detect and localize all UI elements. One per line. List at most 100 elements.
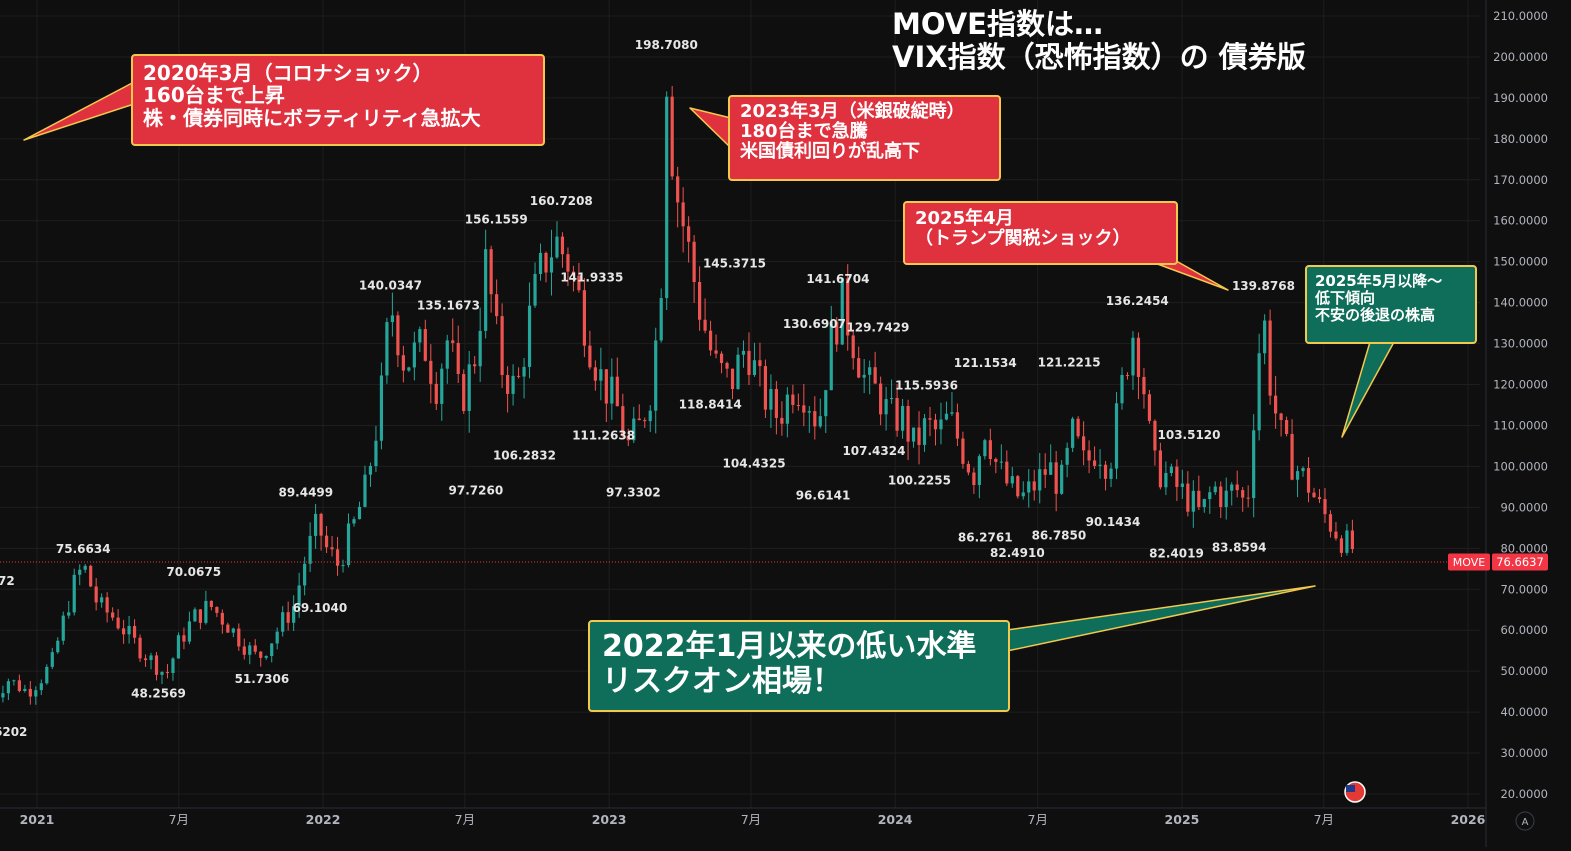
y-tick-label: 160.0000 bbox=[1493, 214, 1548, 228]
candle-body bbox=[335, 549, 340, 566]
callout-covid-line-1: 2020年3月（コロナショック） bbox=[143, 61, 433, 85]
candle-body bbox=[363, 474, 367, 507]
candle-body bbox=[566, 254, 570, 272]
candle-body bbox=[390, 315, 394, 323]
auto-scale-label[interactable]: A bbox=[1522, 817, 1529, 828]
candle-body bbox=[719, 353, 724, 363]
callout-tariff-line-2: （トランプ関税ショック） bbox=[915, 228, 1131, 250]
candle-body bbox=[829, 321, 833, 391]
candle-body bbox=[462, 374, 466, 412]
candle-body bbox=[1016, 476, 1020, 497]
y-tick-label: 210.0000 bbox=[1493, 9, 1548, 23]
point-label: 97.7260 bbox=[449, 484, 504, 498]
candle-body bbox=[900, 406, 905, 431]
candle-body bbox=[955, 412, 960, 439]
candle-body bbox=[983, 440, 987, 457]
point-label: 107.4324 bbox=[842, 444, 905, 458]
candle-body bbox=[758, 360, 762, 367]
candle-body bbox=[456, 342, 460, 375]
candle-body bbox=[330, 547, 334, 550]
x-tick-label: 7月 bbox=[455, 812, 475, 827]
candle-body bbox=[928, 418, 932, 420]
candle-body bbox=[286, 612, 290, 623]
candle-body bbox=[1136, 337, 1141, 377]
candle-body bbox=[527, 305, 532, 367]
candle-body bbox=[1043, 469, 1047, 475]
callout-low-line-2: リスクオン相場！ bbox=[602, 663, 842, 699]
candle-body bbox=[582, 290, 587, 346]
candle-body bbox=[692, 241, 696, 282]
callout-covid-line-2: 160台まで上昇 bbox=[143, 83, 285, 108]
candle-body bbox=[944, 413, 949, 420]
candle-body bbox=[632, 418, 636, 441]
candle-body bbox=[489, 249, 493, 295]
candle-body bbox=[571, 271, 576, 276]
point-label: 136.2454 bbox=[1106, 294, 1169, 308]
candle-body bbox=[495, 294, 499, 317]
candle-body bbox=[1109, 468, 1113, 479]
candle-body bbox=[385, 322, 389, 376]
candle-body bbox=[253, 645, 257, 652]
candle-body bbox=[270, 643, 274, 656]
candle-body bbox=[555, 236, 559, 258]
y-tick-label: 140.0000 bbox=[1493, 296, 1548, 310]
y-tick-label: 90.0000 bbox=[1500, 500, 1548, 514]
candle-body bbox=[401, 355, 405, 371]
candle-body bbox=[857, 358, 861, 378]
candle-body bbox=[725, 362, 729, 369]
point-label: 141.9335 bbox=[560, 271, 623, 285]
callout-tariff-line-1: 2025年4月 bbox=[915, 208, 1014, 229]
candle-body bbox=[1065, 447, 1069, 465]
y-tick-label: 60.0000 bbox=[1500, 623, 1548, 637]
candle-body bbox=[1235, 484, 1239, 491]
candle-body bbox=[1268, 320, 1272, 396]
candle-body bbox=[780, 417, 784, 424]
callout-bank-line-1: 2023年3月（米銀破綻時） bbox=[740, 101, 965, 122]
candle-body bbox=[237, 628, 241, 647]
x-tick-label: 2024 bbox=[878, 812, 913, 827]
candle-body bbox=[1279, 413, 1283, 421]
candle-body bbox=[1103, 464, 1108, 479]
last-price-badge-label: 76.6637 bbox=[1496, 555, 1544, 569]
x-tick-label: 2023 bbox=[592, 812, 627, 827]
y-tick-label: 200.0000 bbox=[1493, 50, 1548, 64]
edge-label: 6202 bbox=[0, 725, 27, 739]
candle-body bbox=[500, 316, 504, 375]
point-label: 160.7208 bbox=[530, 194, 593, 208]
candle-body bbox=[94, 586, 98, 603]
candle-body bbox=[1054, 462, 1058, 494]
point-label: 48.2569 bbox=[131, 686, 186, 700]
candle-body bbox=[1312, 492, 1316, 498]
candle-body bbox=[1060, 464, 1064, 494]
candle-body bbox=[879, 383, 883, 415]
candle-body bbox=[961, 438, 965, 464]
y-tick-label: 80.0000 bbox=[1500, 541, 1548, 555]
candle-body bbox=[994, 458, 998, 462]
candle-body bbox=[511, 375, 515, 394]
point-label: 129.7429 bbox=[846, 321, 909, 335]
candle-body bbox=[89, 565, 93, 587]
candle-body bbox=[1038, 469, 1042, 491]
candle-body bbox=[143, 658, 148, 661]
candle-body bbox=[264, 655, 268, 658]
candle-body bbox=[275, 631, 279, 644]
candle-body bbox=[906, 406, 910, 442]
point-label: 130.6907 bbox=[783, 317, 846, 331]
candle-body bbox=[138, 637, 142, 659]
callout-covid-line-3: 株・債券同時にボラティリティ急拡大 bbox=[143, 105, 481, 130]
candle-body bbox=[1334, 531, 1338, 539]
candle-body bbox=[588, 345, 592, 368]
candle-body bbox=[1295, 471, 1300, 480]
candle-body bbox=[747, 350, 751, 375]
candle-body bbox=[121, 628, 126, 635]
candle-body bbox=[626, 435, 630, 441]
candle-body bbox=[374, 440, 378, 467]
candle-body bbox=[1098, 464, 1102, 466]
candle-body bbox=[802, 405, 806, 413]
candle-body bbox=[1323, 499, 1327, 515]
candle-body bbox=[648, 410, 652, 422]
candle-body bbox=[824, 390, 828, 417]
candle-body bbox=[171, 658, 175, 673]
point-label: 89.4499 bbox=[278, 486, 333, 500]
